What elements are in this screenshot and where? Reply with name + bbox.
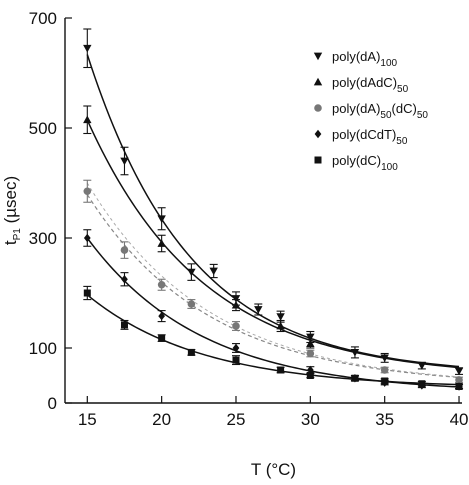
data-point <box>157 239 166 247</box>
legend-label-2: poly(dA)50(dC)50 <box>332 101 428 121</box>
y-tick-label: 0 <box>48 394 57 413</box>
data-point <box>380 366 389 374</box>
axes <box>64 17 462 404</box>
y-axis-label: tP1 (µsec) <box>1 176 23 245</box>
data-point <box>187 268 196 277</box>
data-point <box>276 313 285 321</box>
data-point <box>120 246 129 254</box>
fit-curve-2 <box>86 194 460 379</box>
x-tick-label: 15 <box>78 410 97 429</box>
legend-label-main: poly(dCdT) <box>332 127 396 142</box>
data-point <box>83 115 92 124</box>
data-point <box>231 300 241 309</box>
legend-label-sub: 100 <box>380 58 397 69</box>
legend-label-sub: 50 <box>380 110 392 121</box>
data-point <box>157 280 166 289</box>
data-point <box>455 383 463 390</box>
legend-label-main: poly(dAdC) <box>332 75 397 90</box>
legend: poly(dA)100poly(dAdC)50poly(dA)50(dC)50p… <box>313 49 428 173</box>
data-point <box>306 333 315 342</box>
x-tick-label: 35 <box>375 410 394 429</box>
data-point <box>276 321 285 330</box>
legend-marker-0 <box>313 52 323 61</box>
legend-label-sub: 100 <box>381 162 398 173</box>
data-point <box>306 339 315 347</box>
fit-curve-1 <box>86 119 460 369</box>
data-point <box>158 311 166 321</box>
data-point <box>158 334 166 342</box>
data-point <box>83 233 91 243</box>
y-tick-label: 300 <box>29 229 57 248</box>
legend-label-main: poly(dA) <box>332 49 380 64</box>
legend-label-sub: 50 <box>396 136 408 147</box>
x-tick-label: 40 <box>450 410 469 429</box>
x-axis-label: T (°C) <box>251 460 296 479</box>
error-bars <box>83 28 464 390</box>
data-point <box>350 349 360 357</box>
data-point <box>120 321 128 329</box>
y-tick-label: 700 <box>29 9 57 28</box>
tick-labels: 15 20 25 30 35 40 0 100 300 500 700 <box>29 9 469 429</box>
data-point <box>306 372 314 379</box>
data-point <box>187 300 196 308</box>
data-point <box>83 289 91 297</box>
legend-marker-4 <box>314 156 322 164</box>
data-point <box>306 349 315 358</box>
data-point <box>231 295 241 303</box>
legend-label-mid: (dC) <box>392 101 417 116</box>
y-tick-label: 100 <box>29 339 57 358</box>
fit-curve-4 <box>86 294 460 386</box>
data-point <box>232 322 240 330</box>
data-point <box>232 356 240 364</box>
legend-label-sub2: 50 <box>417 110 429 121</box>
data-point <box>254 306 263 314</box>
data-point <box>83 187 92 196</box>
data-point <box>351 374 359 382</box>
legend-marker-2 <box>314 104 322 112</box>
legend-label-sub: 50 <box>397 84 409 95</box>
data-point <box>120 157 129 166</box>
y-axis-label-sub: P1 <box>12 228 23 241</box>
data-point <box>277 366 285 374</box>
data-point <box>417 362 427 370</box>
y-tick-label: 500 <box>29 119 57 138</box>
data-point <box>454 367 464 376</box>
fit-curve-dashed-companion <box>86 182 460 378</box>
legend-label-4: poly(dC)100 <box>332 153 398 173</box>
data-point <box>455 376 463 384</box>
legend-label-main: poly(dC) <box>332 153 381 168</box>
legend-marker-1 <box>313 77 323 86</box>
legend-label-1: poly(dAdC)50 <box>332 75 409 95</box>
fit-curve-3 <box>86 237 460 388</box>
data-point <box>380 354 389 363</box>
legend-marker-3 <box>314 129 322 139</box>
data-point <box>418 380 426 388</box>
x-tick-label: 20 <box>152 410 171 429</box>
fit-curves <box>86 54 460 388</box>
x-tick-label: 30 <box>301 410 320 429</box>
y-axis-label-main: t <box>1 240 20 245</box>
data-points <box>83 44 464 391</box>
legend-label-0: poly(dA)100 <box>332 49 398 69</box>
data-point <box>187 348 195 356</box>
data-point <box>232 343 240 353</box>
fit-curve-0 <box>86 54 460 368</box>
data-point <box>83 44 92 53</box>
data-point <box>381 377 389 385</box>
data-point <box>209 267 218 276</box>
legend-label-main: poly(dA) <box>332 101 380 116</box>
data-point <box>121 275 128 284</box>
x-tick-label: 25 <box>227 410 246 429</box>
y-axis-label-unit: (µsec) <box>1 176 20 228</box>
data-point <box>157 215 166 223</box>
legend-label-3: poly(dCdT)50 <box>332 127 408 147</box>
